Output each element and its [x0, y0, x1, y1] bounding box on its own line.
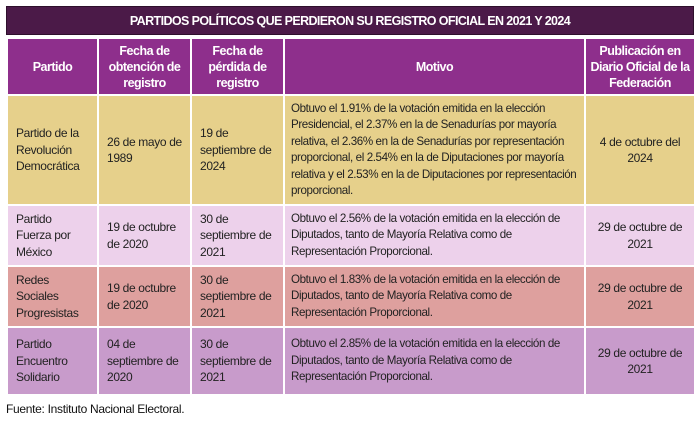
cell-partido: Partido Encuentro Solidario	[6, 326, 99, 396]
cell-motivo: Obtuvo el 2.56% de la votación emitida e…	[283, 204, 586, 267]
cell-motivo: Obtuvo el 1.83% de la votación emitida e…	[283, 265, 586, 328]
parties-table: Partido Fecha de obtención de registro F…	[6, 37, 696, 396]
cell-partido: Redes Sociales Progresistas	[6, 265, 99, 328]
cell-publicacion: 4 de octubre del 2024	[584, 94, 696, 206]
cell-obtencion: 19 de octubre de 2020	[97, 204, 192, 267]
cell-motivo: Obtuvo el 1.91% de la votación emitida e…	[283, 94, 586, 206]
table-row: Partido Encuentro Solidario 04 de septie…	[6, 326, 696, 396]
header-partido: Partido	[6, 37, 99, 96]
cell-partido: Partido Fuerza por México	[6, 204, 99, 267]
header-perdida: Fecha de pérdida de registro	[190, 37, 285, 96]
table-row: Partido de la Revolución Democrática 26 …	[6, 94, 696, 206]
cell-motivo: Obtuvo el 2.85% de la votación emitida e…	[283, 326, 586, 396]
header-publicacion: Publicación en Diario Oficial de la Fede…	[584, 37, 696, 96]
cell-obtencion: 19 de octubre de 2020	[97, 265, 192, 328]
cell-perdida: 30 de septiembre de 2021	[190, 265, 285, 328]
cell-publicacion: 29 de octubre de 2021	[584, 204, 696, 267]
cell-partido: Partido de la Revolución Democrática	[6, 94, 99, 206]
cell-publicacion: 29 de octubre de 2021	[584, 265, 696, 328]
cell-obtencion: 04 de septiembre de 2020	[97, 326, 192, 396]
cell-perdida: 30 de septiembre de 2021	[190, 204, 285, 267]
cell-perdida: 19 de septiembre de 2024	[190, 94, 285, 206]
cell-publicacion: 29 de octubre de 2021	[584, 326, 696, 396]
table-title: PARTIDOS POLÍTICOS QUE PERDIERON SU REGI…	[6, 6, 694, 35]
table-row: Redes Sociales Progresistas 19 de octubr…	[6, 265, 696, 328]
cell-perdida: 30 de septiembre de 2021	[190, 326, 285, 396]
header-motivo: Motivo	[283, 37, 586, 96]
header-obtencion: Fecha de obtención de registro	[97, 37, 192, 96]
source-note: Fuente: Instituto Nacional Electoral.	[6, 402, 185, 416]
table-row: Partido Fuerza por México 19 de octubre …	[6, 204, 696, 267]
cell-obtencion: 26 de mayo de 1989	[97, 94, 192, 206]
